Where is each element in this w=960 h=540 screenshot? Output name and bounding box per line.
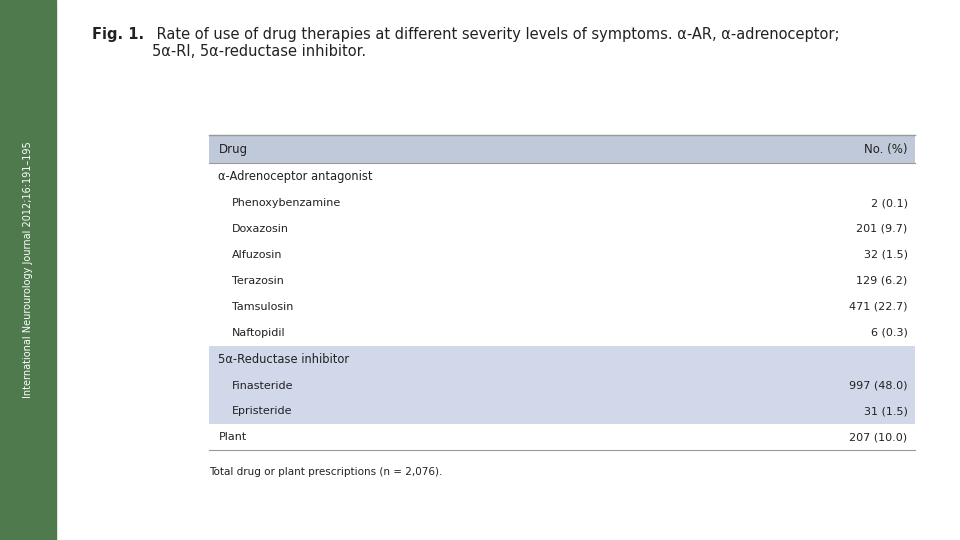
Text: 129 (6.2): 129 (6.2)	[856, 276, 907, 286]
Text: International Neurourology Journal 2012;16:191–195: International Neurourology Journal 2012;…	[23, 141, 33, 399]
Text: No. (%): No. (%)	[864, 143, 907, 156]
Text: Rate of use of drug therapies at different severity levels of symptoms. α-AR, α-: Rate of use of drug therapies at differe…	[153, 27, 840, 59]
Bar	[209, 163, 915, 190]
Text: 207 (10.0): 207 (10.0)	[850, 433, 907, 442]
Text: 2 (0.1): 2 (0.1)	[871, 198, 907, 208]
Text: α-Adrenoceptor antagonist: α-Adrenoceptor antagonist	[219, 170, 372, 183]
Text: Epristeride: Epristeride	[232, 407, 293, 416]
Bar	[209, 346, 915, 373]
Text: 471 (22.7): 471 (22.7)	[849, 302, 907, 312]
Bar	[209, 399, 915, 424]
Text: Phenoxybenzamine: Phenoxybenzamine	[232, 198, 341, 208]
Text: Tamsulosin: Tamsulosin	[232, 302, 294, 312]
Text: Plant: Plant	[219, 433, 247, 442]
Text: Total drug or plant prescriptions (n = 2,076).: Total drug or plant prescriptions (n = 2…	[209, 467, 443, 477]
Text: 997 (48.0): 997 (48.0)	[849, 381, 907, 390]
Text: Terazosin: Terazosin	[232, 276, 284, 286]
Text: Doxazosin: Doxazosin	[232, 224, 289, 234]
Text: Naftopidil: Naftopidil	[232, 328, 286, 338]
Text: Finasteride: Finasteride	[232, 381, 294, 390]
Bar	[209, 373, 915, 399]
Bar	[209, 135, 915, 163]
Text: 31 (1.5): 31 (1.5)	[864, 407, 907, 416]
Text: Fig. 1.: Fig. 1.	[92, 27, 144, 42]
Text: 32 (1.5): 32 (1.5)	[864, 250, 907, 260]
Text: Drug: Drug	[219, 143, 248, 156]
Text: 6 (0.3): 6 (0.3)	[871, 328, 907, 338]
Text: 5α-Reductase inhibitor: 5α-Reductase inhibitor	[219, 353, 349, 366]
Text: Alfuzosin: Alfuzosin	[232, 250, 282, 260]
Text: 201 (9.7): 201 (9.7)	[856, 224, 907, 234]
